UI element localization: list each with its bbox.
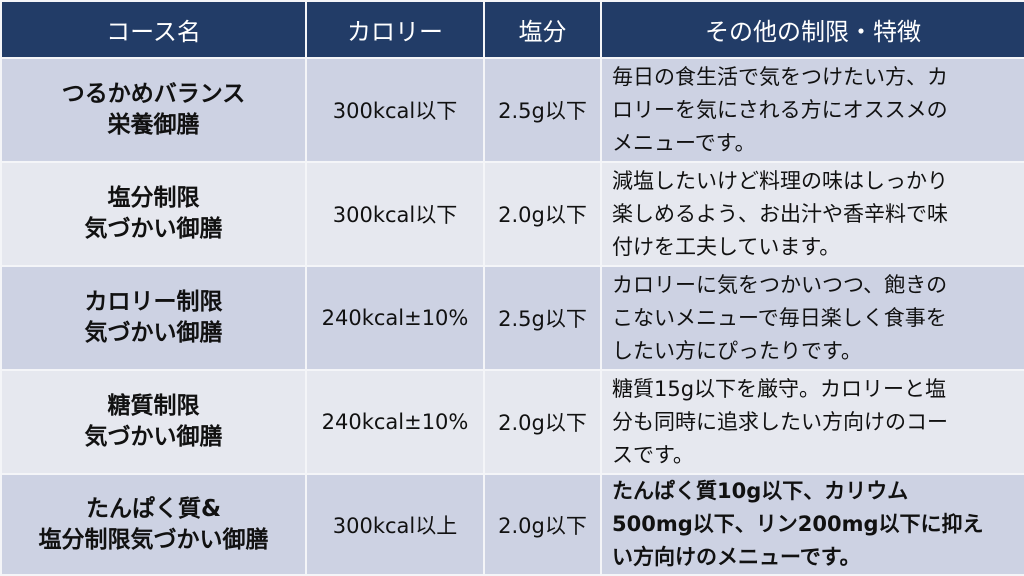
features-line: 付けを工夫しています。: [612, 234, 841, 259]
table-row: 糖質制限 気づかい御膳 240kcal±10% 2.0g以下 糖質15g以下を厳守。カロ…: [0, 369, 1024, 475]
calorie-cell: 300kcal以下: [305, 57, 485, 163]
features-line: 500mg以下、リン200mg以下に抑え: [612, 512, 984, 536]
table-row: たんぱく質& 塩分制限気づかい御膳 300kcal以上 2.0g以下 たんぱく質10g以…: [0, 473, 1024, 576]
features-line: 減塩したいけど料理の味はしっかり: [612, 168, 948, 193]
course-name-line: 塩分制限気づかい御膳: [38, 526, 269, 553]
header-calorie: カロリー: [305, 0, 485, 59]
features-line: 楽しめるよう、お出汁や香辛料で味: [612, 201, 948, 226]
features-cell: 減塩したいけど料理の味はしっかり 楽しめるよう、お出汁や香辛料で味 付けを工夫してい…: [600, 161, 1024, 267]
features-line: カロリーに気をつかいつつ、飽きの: [612, 272, 948, 297]
course-name-cell: 糖質制限気づかい御膳: [0, 369, 307, 475]
course-name-line: 糖質制限: [107, 393, 200, 419]
course-name-line: 塩分制限: [107, 185, 200, 211]
header-salt: 塩分: [483, 0, 602, 59]
features-line: たんぱく質10g以下、カリウム: [612, 479, 909, 503]
course-name-line: たんぱく質&: [85, 495, 222, 522]
features-line: い方向けのメニューです。: [612, 545, 861, 569]
features-line: 分も同時に追求したい方向けのコー: [612, 409, 948, 434]
course-name-cell: 塩分制限気づかい御膳: [0, 161, 307, 267]
features-line: 糖質15g以下を厳守。カロリーと塩: [612, 376, 947, 401]
header-row: コース名 カロリー 塩分 その他の制限・特徴: [0, 0, 1024, 59]
course-name-cell: たんぱく質& 塩分制限気づかい御膳: [0, 473, 307, 576]
table-row: つるかめバランス 栄養御膳 300kcal以下 2.5g以下 毎日の食生活で気をつけたい…: [0, 57, 1024, 163]
features-line: スです。: [612, 442, 694, 467]
course-name-line: つるかめバランス: [61, 81, 246, 107]
salt-cell: 2.0g以下: [483, 473, 602, 576]
calorie-cell: 300kcal以下: [305, 161, 485, 267]
calorie-cell: 240kcal±10%: [305, 265, 485, 371]
features-cell: たんぱく質10g以下、カリウム 500mg以下、リン200mg以下に抑え い方向けの…: [600, 473, 1024, 576]
salt-cell: 2.0g以下: [483, 369, 602, 475]
table-row: 塩分制限 気づかい御膳 300kcal以下 2.0g以下 減塩したいけど料理の味はしっか…: [0, 161, 1024, 267]
course-name-line: 気づかい御膳: [84, 424, 223, 450]
calorie-cell: 240kcal±10%: [305, 369, 485, 475]
features-cell: 糖質15g以下を厳守。カロリーと塩 分も同時に追求したい方向けのコー スです。: [600, 369, 1024, 475]
salt-cell: 2.0g以下: [483, 161, 602, 267]
course-name-cell: つるかめバランス 栄養御膳: [0, 57, 307, 163]
salt-cell: 2.5g以下: [483, 57, 602, 163]
features-line: こないメニューで毎日楽しく食事を: [612, 305, 947, 330]
header-course-name: コース名: [0, 0, 307, 59]
table-row: カロリー制限 気づかい御膳 240kcal±10% 2.5g以下 カロリーに気をつかいつ…: [0, 265, 1024, 371]
salt-cell: 2.5g以下: [483, 265, 602, 371]
features-cell: カロリーに気をつかいつつ、飽きの こないメニューで毎日楽しく食事を したい方にぴった…: [600, 265, 1024, 371]
features-line: 毎日の食生活で気をつけたい方、カ: [612, 64, 948, 89]
course-name-line: 気づかい御膳: [84, 216, 223, 242]
course-name-line: 気づかい御膳: [84, 320, 223, 346]
header-features: その他の制限・特徴: [600, 0, 1024, 59]
calorie-cell: 300kcal以上: [305, 473, 485, 576]
features-cell: 毎日の食生活で気をつけたい方、カ ロリーを気にされる方にオススメの メニューです。: [600, 57, 1024, 163]
course-name-line: 栄養御膳: [107, 112, 200, 138]
course-name-line: カロリー制限: [84, 289, 223, 315]
features-line: したい方にぴったりです。: [612, 338, 862, 363]
features-line: メニューです。: [612, 130, 756, 155]
features-line: ロリーを気にされる方にオススメの: [612, 97, 948, 122]
course-name-cell: カロリー制限 気づかい御膳: [0, 265, 307, 371]
